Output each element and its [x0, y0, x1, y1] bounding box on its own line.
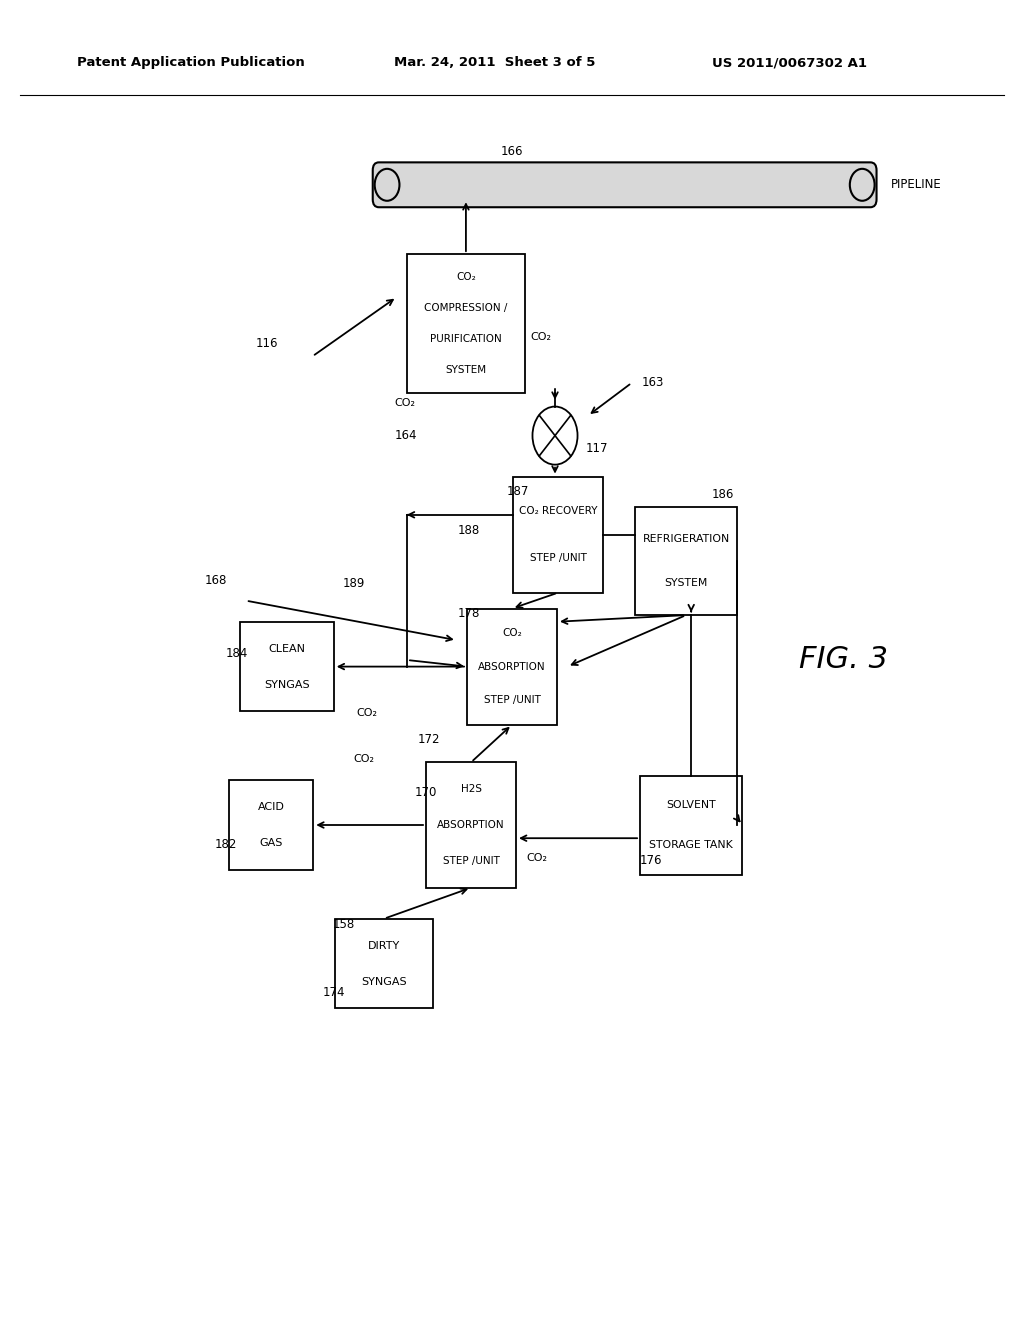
Text: DIRTY: DIRTY — [368, 941, 400, 950]
Bar — [229, 780, 313, 870]
Text: SYNGAS: SYNGAS — [361, 977, 407, 986]
Text: CO₂ RECOVERY: CO₂ RECOVERY — [519, 507, 597, 516]
Text: STEP /UNIT: STEP /UNIT — [483, 694, 541, 705]
Text: 172: 172 — [418, 733, 440, 746]
Text: CO₂: CO₂ — [456, 272, 476, 282]
Text: CO₂: CO₂ — [353, 754, 375, 764]
Bar — [240, 622, 334, 711]
Bar — [513, 477, 603, 593]
Text: 188: 188 — [458, 524, 480, 537]
Text: SYNGAS: SYNGAS — [264, 680, 309, 689]
Text: PURIFICATION: PURIFICATION — [430, 334, 502, 343]
Text: 189: 189 — [343, 577, 366, 590]
Text: 168: 168 — [205, 574, 227, 587]
Text: 187: 187 — [507, 484, 529, 498]
Text: 166: 166 — [501, 145, 523, 158]
Text: SYSTEM: SYSTEM — [665, 578, 708, 587]
Bar — [467, 609, 557, 725]
Bar — [336, 919, 432, 1008]
Circle shape — [850, 169, 874, 201]
Text: 158: 158 — [333, 917, 355, 931]
Text: 176: 176 — [640, 854, 663, 867]
Text: Patent Application Publication: Patent Application Publication — [77, 55, 304, 69]
Text: ACID: ACID — [258, 803, 285, 812]
Text: CO₂: CO₂ — [394, 397, 416, 408]
Text: ABSORPTION: ABSORPTION — [437, 820, 505, 830]
Text: CLEAN: CLEAN — [268, 644, 305, 653]
Text: 164: 164 — [394, 429, 417, 442]
Bar — [408, 253, 525, 393]
Text: 184: 184 — [225, 647, 248, 660]
Text: CO₂: CO₂ — [526, 853, 548, 863]
Text: SYSTEM: SYSTEM — [445, 364, 486, 375]
Text: REFRIGERATION: REFRIGERATION — [642, 535, 730, 544]
Bar — [640, 775, 742, 874]
Text: PIPELINE: PIPELINE — [891, 178, 942, 191]
Text: H2S: H2S — [461, 784, 481, 795]
Text: STORAGE TANK: STORAGE TANK — [649, 840, 733, 850]
Text: FIG. 3: FIG. 3 — [799, 645, 888, 675]
Text: GAS: GAS — [260, 838, 283, 847]
Text: 182: 182 — [215, 838, 238, 851]
Text: 117: 117 — [586, 442, 608, 455]
Text: COMPRESSION /: COMPRESSION / — [424, 304, 508, 313]
Text: 178: 178 — [458, 607, 480, 620]
Text: 116: 116 — [256, 337, 279, 350]
Text: 174: 174 — [323, 986, 345, 999]
Text: STEP /UNIT: STEP /UNIT — [529, 553, 587, 562]
Text: 170: 170 — [415, 785, 437, 799]
Text: CO₂: CO₂ — [356, 708, 378, 718]
Circle shape — [375, 169, 399, 201]
Text: ABSORPTION: ABSORPTION — [478, 661, 546, 672]
Text: CO₂: CO₂ — [502, 628, 522, 639]
Bar — [426, 763, 516, 887]
Text: STEP /UNIT: STEP /UNIT — [442, 855, 500, 866]
FancyBboxPatch shape — [373, 162, 877, 207]
Text: US 2011/0067302 A1: US 2011/0067302 A1 — [712, 55, 866, 69]
Bar — [635, 507, 737, 615]
Text: 186: 186 — [712, 488, 734, 502]
Text: 163: 163 — [642, 376, 665, 389]
Text: Mar. 24, 2011  Sheet 3 of 5: Mar. 24, 2011 Sheet 3 of 5 — [394, 55, 596, 69]
Text: CO₂: CO₂ — [530, 331, 551, 342]
Text: SOLVENT: SOLVENT — [667, 800, 716, 810]
